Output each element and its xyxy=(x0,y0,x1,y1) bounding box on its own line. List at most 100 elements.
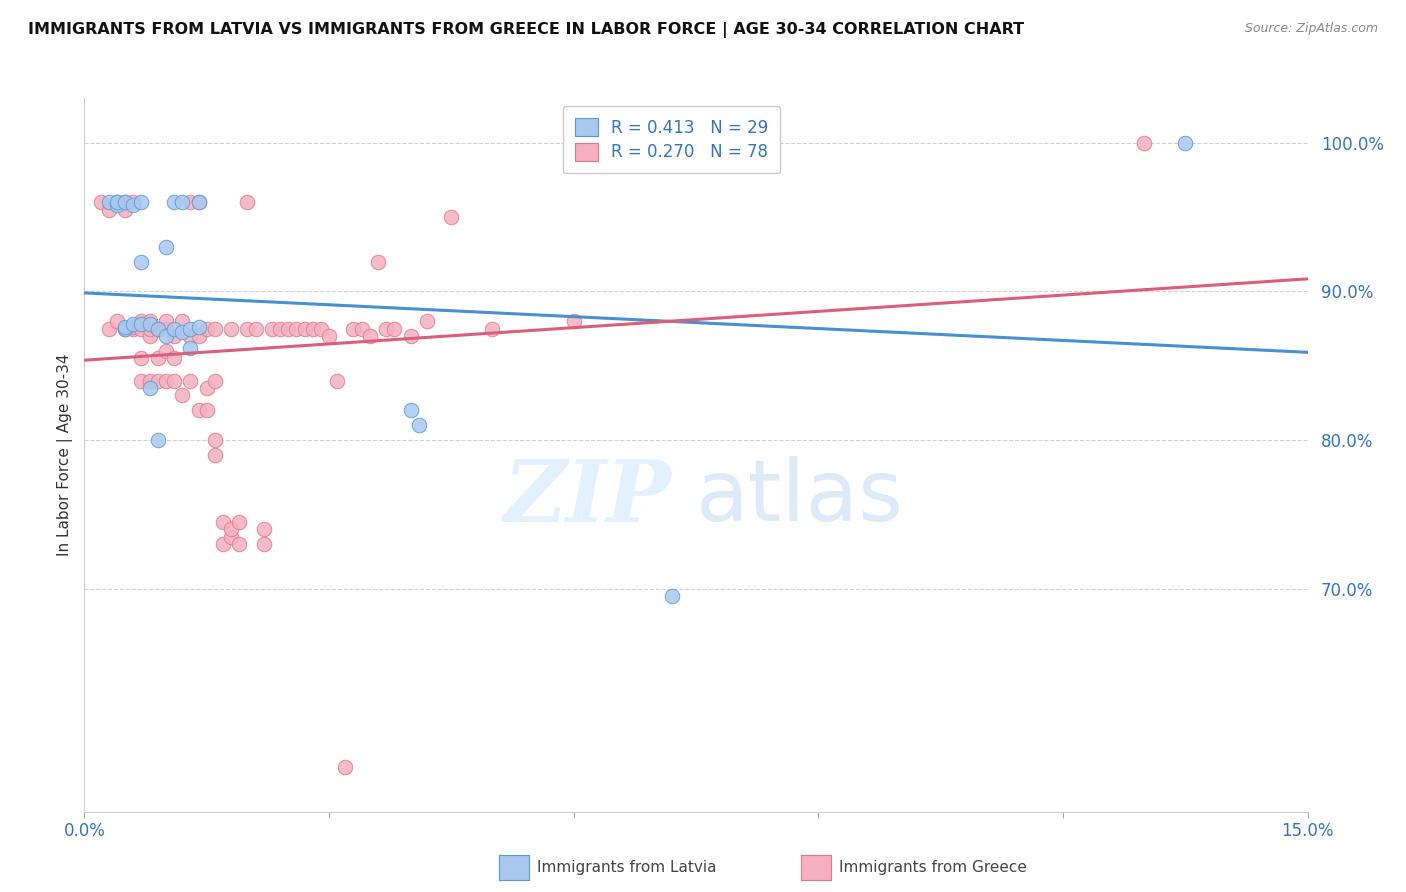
Point xyxy=(155,321,177,335)
Point xyxy=(326,374,349,388)
Point xyxy=(90,195,112,210)
Point xyxy=(416,314,439,328)
Point xyxy=(155,374,177,388)
Point xyxy=(228,537,250,551)
Point xyxy=(350,321,373,335)
Text: Immigrants from Latvia: Immigrants from Latvia xyxy=(537,861,717,875)
Text: Immigrants from Greece: Immigrants from Greece xyxy=(839,861,1028,875)
Point xyxy=(236,321,259,335)
Point xyxy=(301,321,323,335)
Point xyxy=(219,321,242,335)
Point xyxy=(245,321,267,335)
Point xyxy=(236,195,259,210)
Point xyxy=(114,321,136,335)
Point xyxy=(138,314,160,328)
Text: atlas: atlas xyxy=(696,456,904,540)
Point xyxy=(146,351,169,366)
Point xyxy=(179,341,201,355)
Point xyxy=(146,321,169,335)
Point xyxy=(260,321,283,335)
Point xyxy=(1174,136,1197,150)
Point xyxy=(114,320,136,334)
Point xyxy=(114,195,136,210)
Point xyxy=(212,537,235,551)
Point xyxy=(204,374,226,388)
Point xyxy=(228,515,250,529)
Point xyxy=(122,195,145,210)
Point xyxy=(163,321,186,335)
Point xyxy=(163,374,186,388)
Point xyxy=(105,195,128,210)
Point xyxy=(138,317,160,331)
Point xyxy=(204,321,226,335)
Point xyxy=(219,530,242,544)
Point xyxy=(204,448,226,462)
Point xyxy=(131,195,153,210)
Point xyxy=(294,321,316,335)
Point xyxy=(97,321,120,335)
Point xyxy=(172,314,194,328)
Point xyxy=(131,374,153,388)
Point xyxy=(105,198,128,212)
Point xyxy=(131,314,153,328)
Point xyxy=(187,195,209,210)
Point xyxy=(440,210,463,224)
Point xyxy=(179,374,201,388)
Point xyxy=(163,351,186,366)
Point xyxy=(146,374,169,388)
Point xyxy=(179,329,201,343)
Point xyxy=(163,195,186,210)
Y-axis label: In Labor Force | Age 30-34: In Labor Force | Age 30-34 xyxy=(58,353,73,557)
Point xyxy=(179,195,201,210)
Point xyxy=(131,321,153,335)
Point xyxy=(195,381,218,395)
Point xyxy=(97,195,120,210)
Point xyxy=(131,351,153,366)
Point xyxy=(318,329,340,343)
Point xyxy=(131,254,153,268)
Point xyxy=(187,329,209,343)
Point xyxy=(146,321,169,335)
Point xyxy=(122,321,145,335)
Point xyxy=(367,254,389,268)
Point xyxy=(375,321,398,335)
Point xyxy=(114,321,136,335)
Point xyxy=(122,198,145,212)
Point xyxy=(204,433,226,447)
Point xyxy=(105,314,128,328)
Text: Source: ZipAtlas.com: Source: ZipAtlas.com xyxy=(1244,22,1378,36)
Point xyxy=(114,202,136,217)
Point xyxy=(195,403,218,417)
Text: ZIP: ZIP xyxy=(503,456,672,540)
Point xyxy=(399,403,422,417)
Legend: R = 0.413   N = 29, R = 0.270   N = 78: R = 0.413 N = 29, R = 0.270 N = 78 xyxy=(562,106,780,173)
Point xyxy=(285,321,308,335)
Point xyxy=(661,589,683,603)
Point xyxy=(481,321,503,335)
Point xyxy=(114,195,136,210)
Point xyxy=(253,537,276,551)
Point xyxy=(122,317,145,331)
Point xyxy=(172,195,194,210)
Point xyxy=(359,329,381,343)
Point xyxy=(277,321,299,335)
Point xyxy=(155,240,177,254)
Point xyxy=(97,202,120,217)
Point xyxy=(187,403,209,417)
Point xyxy=(562,314,585,328)
Point xyxy=(172,388,194,402)
Point xyxy=(105,195,128,210)
Point xyxy=(138,329,160,343)
Point xyxy=(212,515,235,529)
Point xyxy=(122,320,145,334)
Point xyxy=(1133,136,1156,150)
Text: IMMIGRANTS FROM LATVIA VS IMMIGRANTS FROM GREECE IN LABOR FORCE | AGE 30-34 CORR: IMMIGRANTS FROM LATVIA VS IMMIGRANTS FRO… xyxy=(28,22,1024,38)
Point xyxy=(146,433,169,447)
Point xyxy=(219,522,242,536)
Point xyxy=(155,343,177,358)
Point xyxy=(131,317,153,331)
Point xyxy=(138,381,160,395)
Point xyxy=(163,329,186,343)
Point xyxy=(335,760,357,774)
Point xyxy=(187,320,209,334)
